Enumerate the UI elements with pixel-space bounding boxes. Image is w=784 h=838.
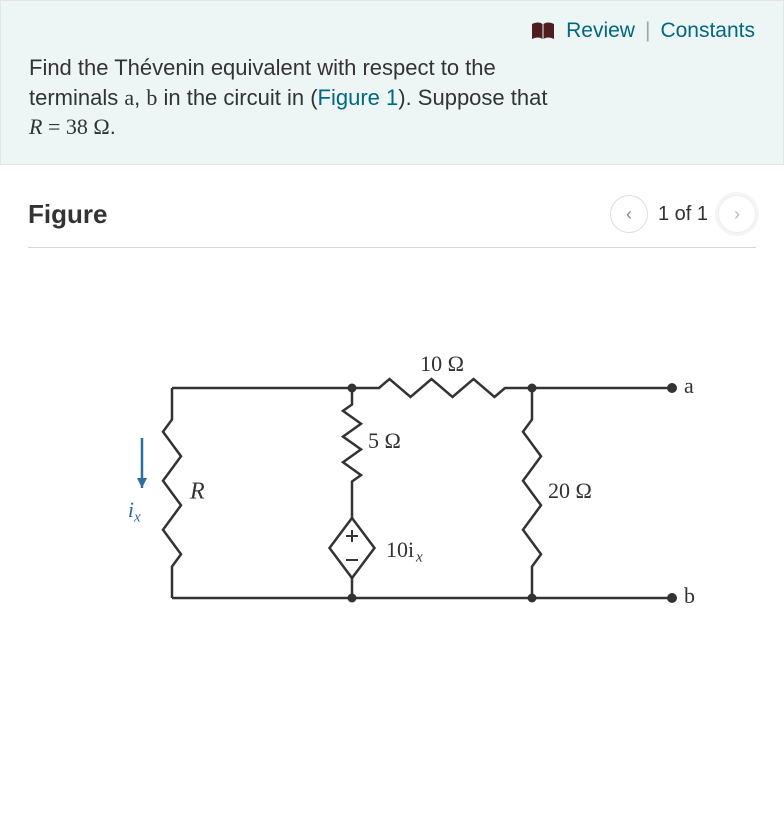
text: ,: [134, 85, 146, 110]
prev-button[interactable]: ‹: [610, 195, 648, 233]
terminal-a: a: [124, 85, 134, 110]
pager-text: 1 of 1: [658, 203, 708, 226]
review-link[interactable]: Review: [566, 19, 635, 43]
svg-text:20 Ω: 20 Ω: [548, 478, 592, 503]
figure-ref-link[interactable]: Figure 1: [318, 85, 399, 110]
svg-text:R: R: [189, 479, 205, 505]
text: = 38: [42, 114, 93, 139]
svg-text:x: x: [415, 550, 423, 566]
problem-statement: Find the Thévenin equivalent with respec…: [29, 53, 755, 142]
top-links: Review | Constants: [29, 19, 755, 43]
svg-text:5 Ω: 5 Ω: [368, 428, 401, 453]
text: terminals: [29, 85, 124, 110]
figure-title: Figure: [28, 199, 107, 230]
text: Find the Thévenin equivalent with respec…: [29, 55, 496, 80]
circuit-diagram: Rix5 Ω10 Ω20 Ω10ixab: [82, 328, 702, 638]
var-R: R: [29, 114, 42, 139]
figure-section: Figure ‹ 1 of 1 › Rix5 Ω10 Ω20 Ω10ixab: [0, 165, 784, 668]
svg-text:b: b: [684, 583, 695, 608]
figure-body: Rix5 Ω10 Ω20 Ω10ixab: [28, 248, 756, 658]
book-icon: [530, 21, 556, 41]
text: ). Suppose that: [398, 85, 547, 110]
text: in the circuit in (: [157, 85, 317, 110]
ohm-symbol: Ω: [93, 114, 109, 139]
next-button[interactable]: ›: [718, 195, 756, 233]
figure-header: Figure ‹ 1 of 1 ›: [28, 195, 756, 248]
svg-text:10i: 10i: [386, 537, 414, 562]
text: .: [110, 114, 116, 139]
figure-pager: ‹ 1 of 1 ›: [610, 195, 756, 233]
svg-text:10 Ω: 10 Ω: [420, 351, 464, 376]
terminal-b: b: [146, 85, 157, 110]
svg-text:x: x: [133, 510, 141, 526]
problem-header: Review | Constants Find the Thévenin equ…: [0, 0, 784, 165]
constants-link[interactable]: Constants: [660, 19, 755, 43]
svg-text:a: a: [684, 373, 694, 398]
link-divider: |: [645, 19, 650, 43]
